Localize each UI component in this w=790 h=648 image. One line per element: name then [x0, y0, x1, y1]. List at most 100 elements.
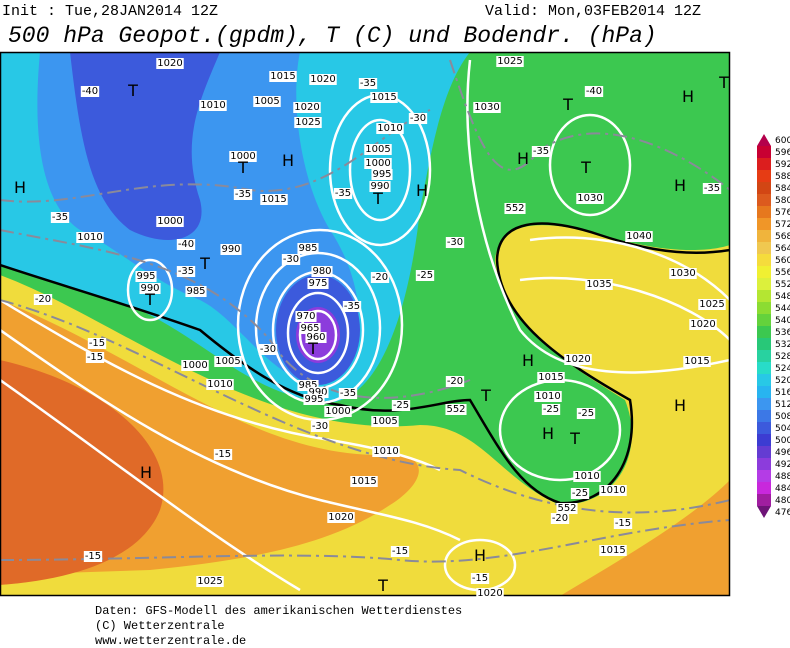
value-label: -40 — [586, 86, 602, 97]
value-label: 970 — [296, 311, 315, 322]
value-label: 1005 — [365, 144, 390, 155]
label-bg — [371, 169, 393, 180]
value-label: 990 — [140, 283, 159, 294]
map-label: 1010 — [76, 232, 104, 243]
map-label: 1000 — [156, 216, 184, 227]
map-label: 1020 — [689, 319, 717, 330]
value-label: 1000 — [365, 158, 390, 169]
legend-label: 560 — [775, 256, 790, 266]
map-label: 1005 — [214, 356, 242, 367]
value-label: 1015 — [600, 545, 625, 556]
label-bg — [303, 394, 325, 405]
legend-label: 488 — [775, 472, 790, 482]
value-label: -20 — [552, 513, 568, 524]
pressure-center-label: T — [307, 339, 318, 358]
label-bg — [295, 311, 317, 322]
legend-swatch — [757, 314, 771, 326]
label-bg — [370, 272, 390, 283]
value-label: -35 — [360, 78, 376, 89]
pressure-center-label: T — [718, 73, 729, 92]
label-bg — [390, 546, 410, 557]
legend-label: 564 — [775, 244, 790, 254]
map-label: 1010 — [199, 100, 227, 111]
map-label: -35 — [531, 146, 551, 157]
label-bg — [196, 576, 224, 587]
legend-swatch — [757, 422, 771, 434]
legend-label: 496 — [775, 448, 790, 458]
label-bg — [214, 356, 242, 367]
map-label: -40 — [176, 239, 196, 250]
pressure-center-label: H — [474, 546, 486, 565]
label-bg — [307, 278, 329, 289]
label-bg — [445, 376, 465, 387]
map-label: -30 — [258, 344, 278, 355]
label-bg — [229, 151, 257, 162]
isobars — [1, 59, 730, 592]
legend-label: 528 — [775, 352, 790, 362]
legend-label: 588 — [775, 172, 790, 182]
value-label: 1030 — [474, 102, 499, 113]
label-bg — [504, 203, 526, 214]
legend-label: 476 — [775, 508, 790, 518]
legend-swatch — [757, 278, 771, 290]
map-label: 990 — [369, 181, 391, 192]
label-bg — [599, 545, 627, 556]
legend-swatch — [757, 218, 771, 230]
value-label: 1000 — [230, 151, 255, 162]
map-label: 1010 — [573, 471, 601, 482]
label-bg — [364, 158, 392, 169]
pressure-center-label: H — [522, 351, 534, 370]
legend-label: 492 — [775, 460, 790, 470]
label-bg — [408, 113, 428, 124]
label-bg — [599, 485, 627, 496]
value-label: -35 — [344, 301, 360, 312]
label-bg — [156, 216, 184, 227]
value-label: 1005 — [254, 96, 279, 107]
label-bg — [305, 332, 327, 343]
pressure-center-label: H — [542, 424, 554, 443]
map-label: -30 — [281, 254, 301, 265]
map-label: 960 — [305, 332, 327, 343]
map-label: 1015 — [260, 194, 288, 205]
value-label: 995 — [304, 394, 323, 405]
value-label: 1025 — [197, 576, 222, 587]
value-label: 1005 — [215, 356, 240, 367]
label-bg — [370, 92, 398, 103]
label-bg — [698, 299, 726, 310]
label-bg — [258, 344, 278, 355]
legend-swatch — [757, 494, 771, 506]
map-label: -35 — [176, 266, 196, 277]
value-label: -40 — [82, 86, 98, 97]
map-label: 990 — [307, 387, 329, 398]
map-label: 1020 — [564, 354, 592, 365]
label-bg — [371, 416, 399, 427]
value-label: -35 — [52, 212, 68, 223]
map-label: 970 — [295, 311, 317, 322]
value-label: -40 — [178, 239, 194, 250]
pressure-center-label: H — [282, 151, 294, 170]
label-bg — [669, 268, 697, 279]
map-label: 1010 — [376, 123, 404, 134]
label-bg — [364, 144, 392, 155]
label-bg — [576, 193, 604, 204]
legend-label: 536 — [775, 328, 790, 338]
label-bg — [139, 283, 161, 294]
valid-text: Valid: Mon,03FEB2014 12Z — [485, 3, 701, 20]
value-label: -20 — [372, 272, 388, 283]
legend-label: 600 — [775, 136, 790, 146]
value-label: 1010 — [600, 485, 625, 496]
label-bg — [297, 380, 319, 391]
map-label: -25 — [576, 408, 596, 419]
map-label: 985 — [185, 286, 207, 297]
label-bg — [269, 71, 297, 82]
legend-label: 552 — [775, 280, 790, 290]
legend-swatch — [757, 194, 771, 206]
pressure-center-label: T — [480, 386, 491, 405]
map-label: 995 — [135, 271, 157, 282]
hot-area — [1, 360, 164, 585]
label-bg — [233, 189, 253, 200]
label-bg — [176, 239, 196, 250]
label-bg — [415, 270, 435, 281]
